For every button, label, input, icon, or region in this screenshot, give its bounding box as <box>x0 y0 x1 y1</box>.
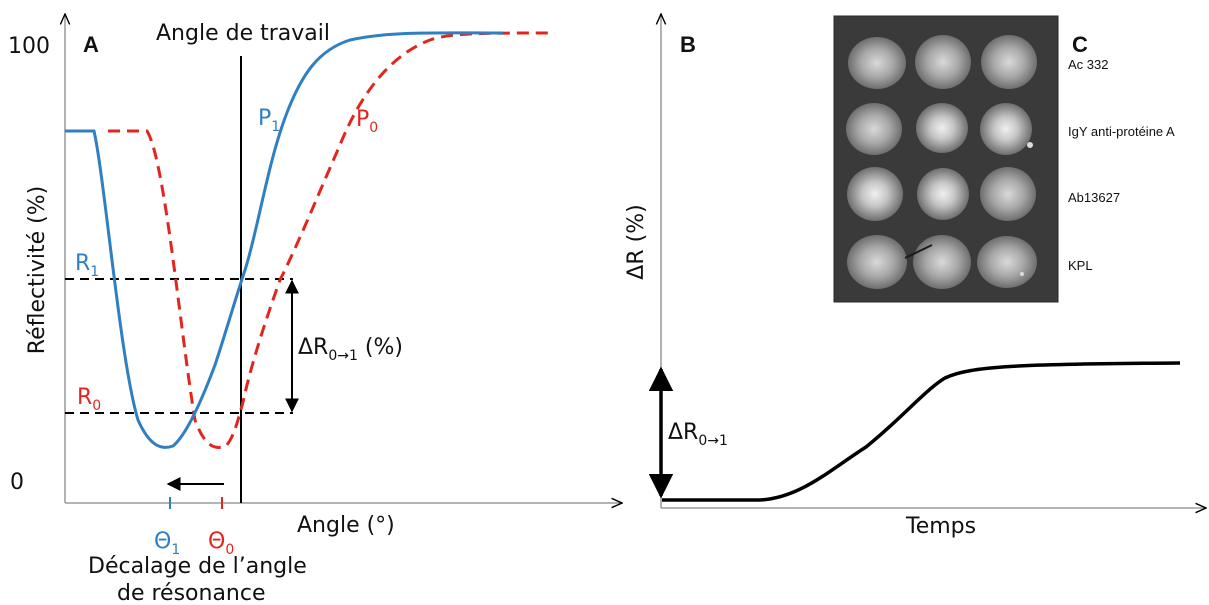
spot <box>848 37 906 89</box>
spot <box>917 168 969 220</box>
label-theta0: Θ0 <box>208 529 234 558</box>
spot <box>980 167 1036 221</box>
label-theta1: Θ1 <box>154 529 180 558</box>
spot <box>915 35 971 89</box>
row-label-3: Ab13627 <box>1068 190 1120 205</box>
spot <box>846 103 902 155</box>
working-angle-label: Angle de travail <box>156 21 330 46</box>
row-label-4: KPL <box>1068 258 1093 273</box>
curve-p1 <box>65 31 504 449</box>
label-p0: P0 <box>356 107 378 136</box>
label-r0: R0 <box>77 385 101 414</box>
y-tick-100: 100 <box>8 34 50 59</box>
x-axis-label-a: Angle (°) <box>297 513 395 538</box>
panel-a-letter: A <box>83 32 99 57</box>
spot <box>981 35 1037 89</box>
curve-p0 <box>108 31 556 449</box>
label-delta-r-a: ΔR0→1 (%) <box>298 335 403 364</box>
label-p1: P1 <box>258 106 280 135</box>
y-tick-0: 0 <box>10 470 24 495</box>
spot <box>916 103 968 153</box>
panel-b: B ΔR (%) Temps ΔR0→1 <box>624 14 1206 539</box>
x-axis-label-b: Temps <box>905 514 976 539</box>
spot <box>913 235 971 289</box>
spot <box>847 235 907 289</box>
y-axis-label-a: Réflectivité (%) <box>25 186 50 354</box>
y-axis-label-b: ΔR (%) <box>624 204 649 279</box>
spot <box>847 167 903 221</box>
shift-caption-line1: Décalage de l’angle <box>88 554 307 579</box>
spot <box>977 236 1037 288</box>
binding-curve <box>662 361 1181 502</box>
spot <box>980 103 1032 155</box>
label-r1: R1 <box>75 251 99 280</box>
row-label-2: IgY anti-protéine A <box>1068 124 1175 139</box>
panel-a: A 100 0 Réflectivité (%) Angle (°) Angle… <box>8 14 622 605</box>
shift-caption-line2: de résonance <box>117 581 266 605</box>
panel-c-letter: C <box>1072 32 1088 57</box>
panel-b-letter: B <box>680 32 696 57</box>
label-delta-r-b: ΔR0→1 <box>668 420 728 449</box>
panel-c-photo: C Ac 332 IgY anti-protéine A Ab13627 KPL <box>833 15 1175 303</box>
row-label-1: Ac 332 <box>1068 57 1108 72</box>
